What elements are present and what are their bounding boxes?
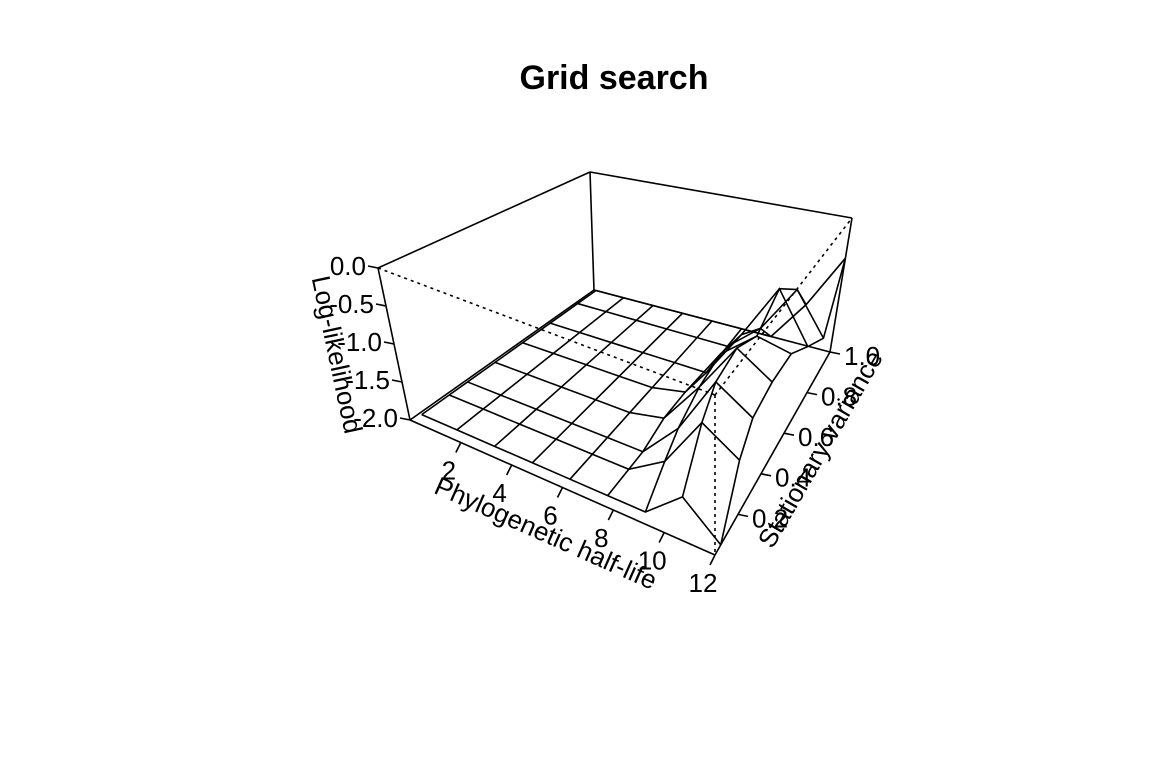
x-tick bbox=[658, 532, 665, 543]
z-tick-label: -2.0 bbox=[353, 403, 398, 433]
y-tick-label: 0.6 bbox=[798, 422, 834, 452]
y-tick-label: 0.2 bbox=[752, 503, 788, 533]
x-tick-label: 2 bbox=[442, 455, 456, 485]
z-tick-label: 0.0 bbox=[330, 251, 366, 281]
x-tick bbox=[505, 464, 513, 476]
surface-column bbox=[681, 287, 807, 498]
z-tick bbox=[383, 341, 395, 345]
x-tick-label: 4 bbox=[492, 478, 506, 508]
y-tick bbox=[737, 513, 749, 518]
x-tick bbox=[556, 487, 564, 498]
surface-column bbox=[719, 257, 847, 546]
x-tick-label: 12 bbox=[689, 568, 718, 598]
y-tick bbox=[806, 391, 818, 396]
z-tick bbox=[391, 379, 403, 383]
z-tick bbox=[399, 417, 411, 421]
box-edge bbox=[829, 217, 853, 353]
box-edge bbox=[377, 171, 591, 269]
surface-column bbox=[644, 327, 772, 513]
z-tick-label: -1.0 bbox=[337, 327, 382, 357]
x-tick bbox=[455, 442, 462, 453]
surface-column bbox=[531, 312, 684, 464]
z-tick bbox=[375, 303, 387, 307]
y-tick bbox=[829, 351, 841, 355]
y-tick-label: 0.4 bbox=[775, 463, 811, 493]
surface-column bbox=[456, 297, 624, 431]
x-tick bbox=[607, 509, 615, 521]
y-tick bbox=[783, 432, 795, 436]
y-tick-label: 1.0 bbox=[844, 341, 880, 371]
x-tick-label: 6 bbox=[543, 500, 557, 530]
box-edge bbox=[714, 217, 853, 396]
y-tick-label: 0.8 bbox=[821, 381, 857, 411]
chart-title: Grid search bbox=[520, 59, 709, 97]
box-edge bbox=[409, 289, 595, 421]
x-tick bbox=[709, 554, 716, 566]
surface-column bbox=[421, 289, 597, 416]
box-edge bbox=[714, 351, 831, 556]
z-tick-label: -0.5 bbox=[329, 289, 374, 319]
x-tick-label: 8 bbox=[594, 523, 608, 553]
z-tick-label: -1.5 bbox=[345, 365, 390, 395]
surface-column bbox=[494, 304, 654, 447]
x-tick-label: 10 bbox=[638, 545, 667, 575]
surface-column bbox=[569, 320, 713, 480]
box-edge bbox=[589, 171, 595, 291]
box-edge bbox=[589, 171, 853, 219]
y-tick bbox=[760, 473, 772, 477]
z-tick bbox=[367, 265, 379, 269]
